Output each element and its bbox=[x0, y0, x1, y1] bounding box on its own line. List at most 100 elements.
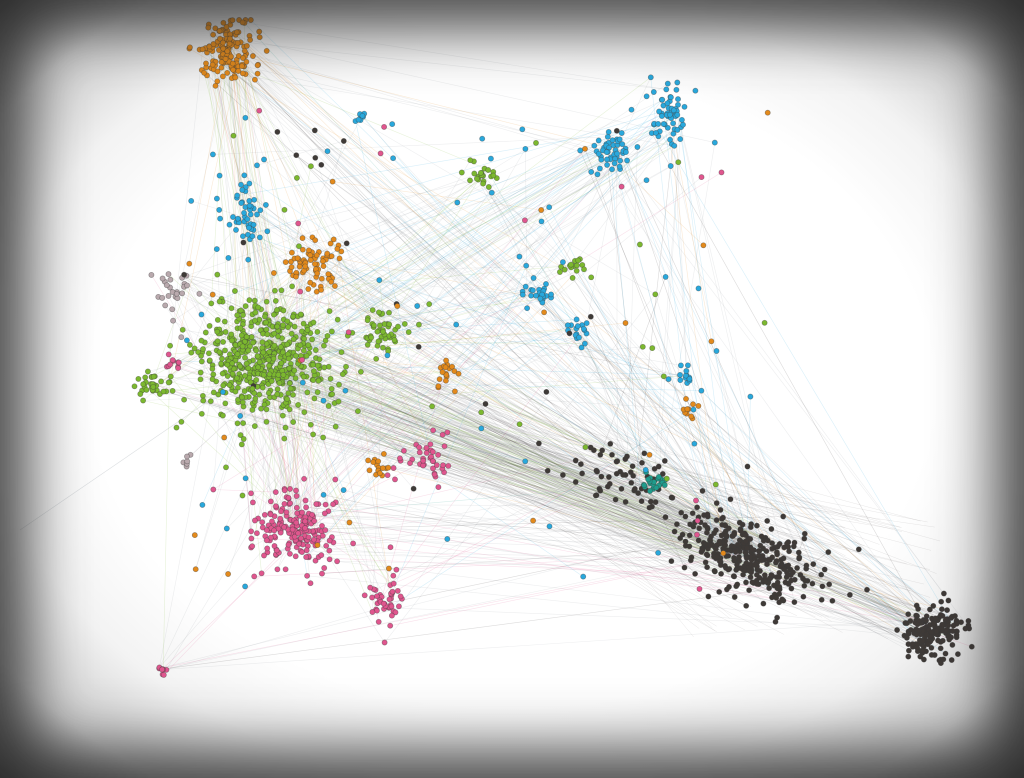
graph-node bbox=[169, 357, 176, 364]
graph-edge bbox=[227, 72, 675, 147]
graph-node bbox=[251, 76, 258, 83]
graph-edge bbox=[238, 55, 284, 311]
graph-node bbox=[235, 68, 242, 74]
graph-node bbox=[175, 365, 182, 372]
graph-edge bbox=[245, 74, 306, 539]
graph-node bbox=[718, 169, 725, 176]
graph-edge bbox=[315, 157, 373, 324]
graph-node bbox=[905, 611, 912, 618]
graph-node bbox=[932, 615, 939, 622]
graph-edge bbox=[614, 163, 945, 594]
graph-edge bbox=[256, 214, 303, 375]
graph-edge bbox=[260, 77, 651, 374]
graph-node bbox=[429, 458, 436, 465]
graph-node bbox=[707, 542, 714, 549]
graph-node bbox=[617, 157, 624, 164]
graph-node bbox=[327, 240, 334, 247]
graph-edge bbox=[469, 387, 713, 629]
graph-node bbox=[314, 389, 321, 396]
graph-node bbox=[678, 509, 685, 516]
graph-node bbox=[196, 290, 203, 297]
graph-node bbox=[239, 492, 246, 499]
graph-edge bbox=[223, 437, 309, 532]
graph-node bbox=[449, 363, 456, 370]
graph-node bbox=[655, 463, 662, 470]
graph-edge bbox=[168, 295, 295, 534]
graph-edge bbox=[370, 416, 684, 586]
graph-node bbox=[345, 329, 352, 336]
graph-node bbox=[522, 145, 529, 152]
graph-node bbox=[321, 364, 328, 371]
graph-edge bbox=[317, 264, 583, 546]
graph-edge bbox=[303, 338, 768, 522]
graph-edge bbox=[241, 202, 789, 543]
graph-node bbox=[693, 497, 699, 504]
graph-edge bbox=[294, 370, 344, 491]
graph-edge bbox=[242, 22, 667, 90]
graph-node bbox=[160, 671, 167, 678]
graph-edge bbox=[226, 26, 291, 389]
graph-node bbox=[747, 574, 754, 581]
graph-edge bbox=[263, 382, 751, 548]
graph-node bbox=[740, 571, 747, 578]
graph-edge bbox=[323, 494, 775, 595]
graph-edge bbox=[359, 400, 743, 531]
graph-node bbox=[320, 342, 327, 349]
graph-node bbox=[396, 455, 403, 462]
graph-edge bbox=[269, 148, 586, 541]
graph-node bbox=[314, 542, 321, 549]
graph-node bbox=[764, 109, 771, 116]
graph-node bbox=[307, 252, 314, 259]
graph-node bbox=[609, 166, 615, 173]
graph-node bbox=[213, 195, 220, 202]
graph-node bbox=[246, 197, 253, 204]
graph-edge bbox=[303, 130, 617, 344]
graph-edge bbox=[653, 139, 681, 480]
graph-node bbox=[208, 300, 215, 307]
graph-node bbox=[283, 509, 290, 516]
graph-node bbox=[279, 349, 286, 356]
graph-edge bbox=[237, 328, 369, 461]
graph-node bbox=[158, 378, 165, 385]
graph-edge bbox=[250, 389, 311, 519]
graph-node bbox=[376, 277, 383, 284]
graph-node bbox=[186, 260, 193, 267]
graph-node bbox=[258, 570, 265, 577]
graph-node bbox=[277, 344, 284, 350]
graph-edge bbox=[380, 364, 448, 602]
graph-node bbox=[249, 233, 256, 240]
graph-edge bbox=[240, 175, 483, 436]
graph-node bbox=[354, 408, 361, 415]
graph-edge bbox=[379, 340, 420, 448]
graph-node bbox=[254, 211, 260, 218]
graph-edge bbox=[294, 326, 307, 519]
graph-edge bbox=[242, 108, 672, 237]
graph-node bbox=[965, 617, 972, 624]
graph-edge bbox=[308, 250, 315, 535]
graph-edge bbox=[309, 338, 577, 354]
graph-node bbox=[222, 400, 229, 407]
graph-node bbox=[390, 155, 397, 162]
graph-edge bbox=[229, 40, 948, 620]
graph-edge bbox=[414, 382, 698, 539]
graph-edge bbox=[586, 144, 623, 324]
graph-node bbox=[566, 330, 573, 337]
graph-node bbox=[321, 510, 328, 517]
graph-node bbox=[324, 332, 331, 339]
graph-node bbox=[928, 644, 935, 651]
graph-edge bbox=[244, 22, 662, 480]
graph-node bbox=[162, 302, 169, 309]
graph-edge bbox=[175, 296, 279, 554]
graph-node bbox=[242, 372, 248, 379]
graph-edge bbox=[677, 104, 735, 561]
graph-node bbox=[538, 218, 545, 225]
graph-node bbox=[243, 42, 250, 49]
graph-edge bbox=[651, 132, 932, 633]
graph-edge bbox=[297, 129, 678, 349]
graph-edge bbox=[318, 365, 947, 634]
graph-edge bbox=[430, 443, 941, 660]
graph-edge bbox=[312, 515, 720, 542]
graph-node bbox=[764, 537, 771, 544]
graph-node bbox=[478, 409, 485, 416]
graph-node bbox=[694, 517, 701, 524]
